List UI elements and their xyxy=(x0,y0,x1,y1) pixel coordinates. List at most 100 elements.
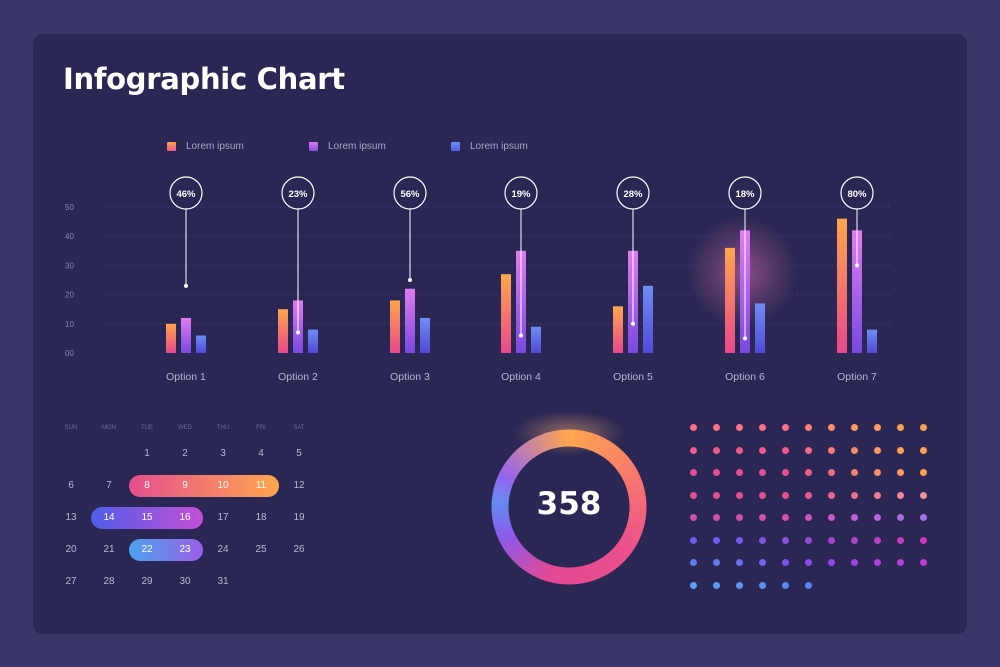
calendar-day[interactable]: 3 xyxy=(220,448,226,459)
calendar-day[interactable]: 27 xyxy=(65,576,77,587)
calendar-day[interactable]: 31 xyxy=(217,576,229,587)
calendar-day[interactable]: 28 xyxy=(103,576,115,587)
grid-dot xyxy=(828,536,835,544)
calendar-day[interactable]: 21 xyxy=(103,544,115,555)
markers-layer xyxy=(169,176,874,341)
donut-segments xyxy=(491,429,647,585)
calendar-day[interactable]: 9 xyxy=(182,480,188,491)
bar xyxy=(501,274,511,353)
bar xyxy=(867,329,877,353)
calendar-day[interactable]: 16 xyxy=(179,512,191,523)
grid-dot xyxy=(736,469,743,476)
grid-dot xyxy=(851,469,858,476)
donut-segment xyxy=(557,566,565,585)
grid-dot xyxy=(851,559,858,566)
calendar-day[interactable]: 6 xyxy=(68,480,74,491)
grid-dot xyxy=(759,514,766,521)
legend-item-2: Lorem ipsum xyxy=(309,141,386,152)
grid-dot xyxy=(736,446,743,454)
grid-dot xyxy=(759,424,766,431)
percent-label: 23% xyxy=(288,189,308,200)
donut-segment xyxy=(589,434,601,452)
donut-segment xyxy=(593,560,606,578)
calendar-day[interactable]: 29 xyxy=(141,576,153,587)
calendar-day[interactable]: 10 xyxy=(217,480,229,491)
donut-segment xyxy=(623,473,641,485)
donut-segment xyxy=(604,444,620,461)
grid-dot xyxy=(920,514,927,521)
calendar-day[interactable]: 2 xyxy=(182,448,188,459)
marker-dot xyxy=(855,263,859,268)
grid-dot xyxy=(897,446,904,454)
calendar-day[interactable]: 22 xyxy=(141,544,153,555)
grid-dot xyxy=(897,469,904,476)
donut-segment xyxy=(495,525,513,537)
calendar-day[interactable]: 18 xyxy=(255,512,267,523)
grid-dot xyxy=(828,514,835,521)
calendar-day[interactable]: 20 xyxy=(65,544,77,555)
bar xyxy=(837,218,847,353)
calendar-day[interactable]: 15 xyxy=(141,512,153,523)
grid-dot xyxy=(897,491,904,499)
grid-dot xyxy=(828,491,835,499)
calendar-day[interactable]: 30 xyxy=(179,576,191,587)
grid-dot xyxy=(782,491,789,499)
calendar-day[interactable]: 4 xyxy=(258,448,264,459)
donut-segment xyxy=(523,441,538,459)
donut-segment xyxy=(493,521,512,531)
donut-segment xyxy=(597,558,611,576)
calendar-day[interactable]: 8 xyxy=(144,480,150,491)
grid-dot xyxy=(713,469,720,476)
donut-segment xyxy=(495,477,514,489)
donut-segment xyxy=(527,438,541,456)
donut-segment xyxy=(552,566,561,584)
marker-dot xyxy=(408,278,412,282)
calendar-day[interactable]: 26 xyxy=(293,544,305,555)
donut-value: 358 xyxy=(536,486,602,522)
calendar-day[interactable]: 5 xyxy=(296,448,302,459)
bar xyxy=(852,230,862,353)
donut-segment xyxy=(581,565,591,583)
calendar-weekday: SUN xyxy=(64,425,78,431)
donut-segment xyxy=(616,459,634,474)
grid-dot xyxy=(874,559,881,566)
calendar-day[interactable]: 11 xyxy=(255,480,267,491)
calendar-day[interactable]: 19 xyxy=(293,512,305,523)
calendar-day[interactable]: 7 xyxy=(106,480,112,491)
bar xyxy=(405,288,415,353)
donut-segment xyxy=(600,441,615,459)
grid-dot xyxy=(851,536,858,544)
calendar-day[interactable]: 25 xyxy=(255,544,267,555)
calendar-day[interactable]: 23 xyxy=(179,544,191,555)
grid-dot xyxy=(782,536,789,544)
grid-dot xyxy=(805,469,812,476)
grid-dot xyxy=(874,536,881,544)
y-tick-label: 00 xyxy=(65,349,74,358)
calendar-weekday: THU xyxy=(216,425,230,431)
calendar-day[interactable]: 24 xyxy=(217,544,229,555)
calendar-day[interactable]: 17 xyxy=(217,512,229,523)
percent-label: 28% xyxy=(623,189,643,200)
calendar-weekday: TUE xyxy=(141,425,153,431)
grid-dot xyxy=(805,581,812,589)
calendar-weekday: SAT xyxy=(293,425,305,431)
grid-dot xyxy=(874,446,881,454)
donut-segment xyxy=(514,550,531,567)
legend-item-1: Lorem ipsum xyxy=(167,141,244,152)
calendar-day[interactable]: 12 xyxy=(293,480,305,491)
marker-dot xyxy=(184,283,188,288)
calendar-day[interactable]: 1 xyxy=(144,448,150,459)
grid-dot xyxy=(690,536,697,544)
calendar-day[interactable]: 14 xyxy=(103,512,115,523)
grid-dot xyxy=(690,424,697,431)
grid-dot xyxy=(805,446,812,454)
donut-segment xyxy=(610,547,627,563)
donut-segment xyxy=(537,434,549,452)
donut-segment xyxy=(624,525,643,537)
calendar-day[interactable]: 13 xyxy=(65,512,77,523)
donut-segment xyxy=(618,537,637,551)
grid-dot xyxy=(782,446,789,454)
grid-dot xyxy=(828,424,835,431)
x-tick-label: Option 1 xyxy=(166,371,206,383)
x-tick-label: Option 4 xyxy=(501,371,541,383)
